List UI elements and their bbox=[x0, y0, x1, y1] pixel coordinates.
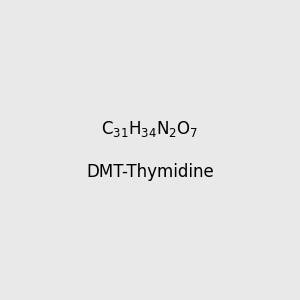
Text: C$_{31}$H$_{34}$N$_2$O$_7$

DMT-Thymidine: C$_{31}$H$_{34}$N$_2$O$_7$ DMT-Thymidine bbox=[86, 119, 214, 181]
